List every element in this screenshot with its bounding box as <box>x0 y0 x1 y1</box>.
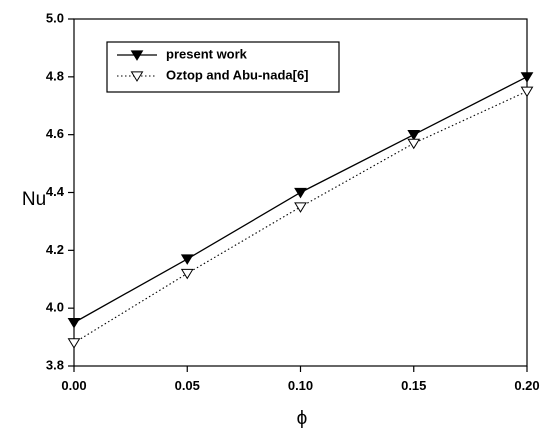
legend: present work Oztop and Abu-nada[6] <box>106 41 340 93</box>
y-tick-label: 4.6 <box>46 126 64 141</box>
legend-label: present work <box>166 46 248 61</box>
data-point <box>407 138 421 150</box>
data-point <box>294 202 307 213</box>
legend-entry: Oztop and Abu-nada[6] <box>117 67 309 82</box>
series-oztop-abu-nada <box>67 86 534 349</box>
x-axis-title: ϕ <box>297 408 308 429</box>
x-tick-label: 0.20 <box>514 378 539 393</box>
series-present-work <box>67 72 534 329</box>
data-point <box>294 187 307 199</box>
legend-marker <box>130 50 144 61</box>
x-axis: 0.00 0.05 0.10 0.15 0.20 <box>61 366 540 393</box>
x-tick-label: 0.10 <box>288 378 313 393</box>
series-line <box>73 90 528 344</box>
data-point <box>407 130 421 141</box>
y-tick-label: 4.2 <box>46 242 64 257</box>
series-layer <box>67 72 534 349</box>
legend-box <box>106 41 340 93</box>
y-tick-label: 4.4 <box>46 184 65 199</box>
y-axis-title: Nu <box>22 189 46 210</box>
legend-marker <box>130 71 144 82</box>
x-tick-label: 0.00 <box>61 378 86 393</box>
data-point <box>520 86 534 98</box>
data-point <box>520 72 534 83</box>
legend-entry: present work <box>117 46 248 61</box>
data-point <box>180 268 194 280</box>
y-tick-label: 5.0 <box>46 10 64 25</box>
x-tick-label: 0.05 <box>175 378 200 393</box>
data-point <box>67 338 81 349</box>
y-tick-label: 4.8 <box>46 68 64 83</box>
y-tick-label: 4.0 <box>46 300 64 315</box>
series-line <box>73 76 528 324</box>
data-point <box>180 254 194 265</box>
x-tick-label: 0.15 <box>401 378 426 393</box>
y-axis: 3.8 4.0 4.2 4.4 4.6 4.8 5.0 <box>46 10 74 372</box>
legend-label: Oztop and Abu-nada[6] <box>166 67 309 82</box>
data-point <box>67 318 81 329</box>
y-tick-label: 3.8 <box>46 357 64 372</box>
